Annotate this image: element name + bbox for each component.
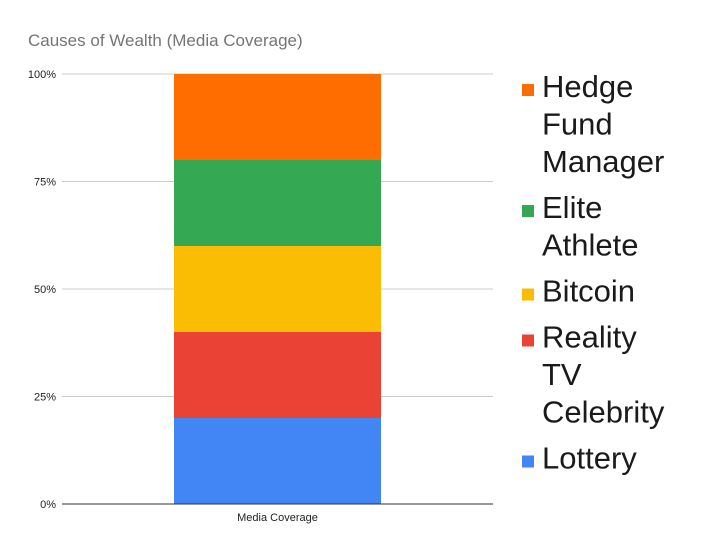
y-tick-label: 25% — [34, 392, 56, 404]
legend-swatch — [522, 205, 534, 217]
bar-segment — [174, 332, 381, 418]
axes: 0% 25% 50% 75% 100% Media Coverage — [28, 69, 493, 524]
bar-segment — [174, 246, 381, 332]
bar-segment — [174, 160, 381, 246]
legend-label: Hedge — [542, 69, 633, 104]
y-tick-label: 75% — [34, 177, 56, 189]
y-tick-label: 0% — [40, 499, 56, 511]
y-tick-label: 100% — [28, 69, 56, 81]
bar-segment — [174, 418, 381, 504]
legend-label: Celebrity — [542, 395, 665, 430]
legend-label: Reality — [542, 320, 637, 355]
legend-swatch — [522, 84, 534, 96]
bar-stack — [174, 74, 381, 504]
legend-label: Lottery — [542, 441, 637, 476]
legend-label: Elite — [542, 190, 602, 225]
legend-swatch — [522, 334, 534, 347]
y-tick-label: 50% — [34, 284, 56, 296]
legend-label: Bitcoin — [542, 274, 635, 309]
legend-swatch — [522, 455, 534, 468]
bar-segment — [174, 74, 381, 160]
legend-label: Fund — [542, 107, 613, 142]
x-tick-label: Media Coverage — [237, 512, 318, 524]
legend-label: Manager — [542, 144, 664, 179]
legend-label: Athlete — [542, 228, 639, 263]
legend-swatch — [522, 288, 534, 301]
legend-label: TV — [542, 357, 582, 392]
chart-title: Causes of Wealth (Media Coverage) — [28, 31, 303, 50]
